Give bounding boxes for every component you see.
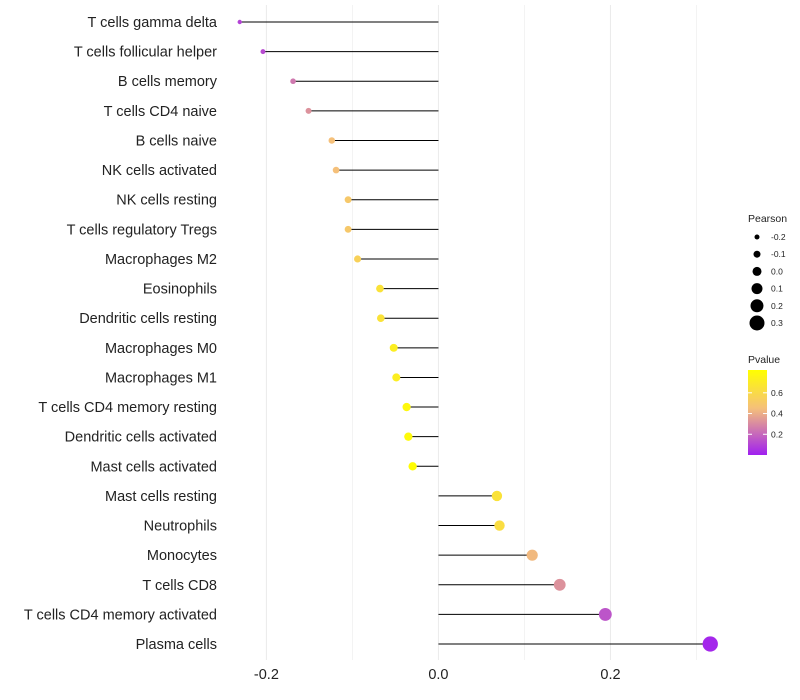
category-label: T cells regulatory Tregs xyxy=(67,222,217,238)
category-label: Macrophages M1 xyxy=(105,370,217,386)
lollipop-point xyxy=(392,373,401,382)
category-label: Macrophages M2 xyxy=(105,252,217,268)
size-legend-dot xyxy=(753,250,761,258)
pearson-legend-title: Pearson xyxy=(748,213,787,225)
lollipop-point xyxy=(526,549,538,561)
size-legend-label: 0.0 xyxy=(771,266,783,276)
size-legend-dot xyxy=(752,266,762,276)
lollipop-point xyxy=(404,432,413,441)
x-tick-label: 0.2 xyxy=(600,667,620,683)
lollipop-point xyxy=(491,490,503,502)
category-label: Mast cells activated xyxy=(90,459,217,475)
category-label: Neutrophils xyxy=(144,519,217,535)
lollipop-point xyxy=(354,255,362,263)
lollipop-point xyxy=(237,19,242,25)
category-label: T cells CD8 xyxy=(142,578,217,594)
size-legend-label: 0.2 xyxy=(771,301,783,311)
lollipop-point xyxy=(494,520,505,531)
gridlines xyxy=(265,5,697,660)
category-labels: T cells gamma delta T cells follicular he… xyxy=(24,15,218,653)
category-label: Monocytes xyxy=(147,548,217,564)
pvalue-colorbar xyxy=(748,370,767,455)
category-label: NK cells activated xyxy=(102,163,217,179)
category-label: Plasma cells xyxy=(136,637,217,653)
lollipop-point xyxy=(598,607,612,621)
pvalue-color-legend: Pvalue 0.6 0.4 0.2 xyxy=(748,354,783,455)
size-legend-dot xyxy=(750,299,764,313)
category-label: T cells gamma delta xyxy=(88,15,218,31)
category-label: Dendritic cells resting xyxy=(79,311,217,327)
points xyxy=(237,19,718,652)
category-label: Dendritic cells activated xyxy=(65,430,217,446)
lollipop-point xyxy=(702,636,718,652)
x-tick-label: 0.0 xyxy=(428,667,448,683)
category-label: NK cells resting xyxy=(116,193,217,209)
category-label: T cells CD4 naive xyxy=(104,104,217,120)
category-label: B cells naive xyxy=(136,133,217,149)
colorbar-tick-label: 0.6 xyxy=(771,388,783,398)
size-legend-label: -0.2 xyxy=(771,232,786,242)
lollipop-point xyxy=(402,402,411,412)
lollipop-point xyxy=(332,166,340,174)
category-label: T cells follicular helper xyxy=(74,45,217,61)
lollipop-point xyxy=(290,78,296,85)
category-label: T cells CD4 memory resting xyxy=(38,400,217,416)
size-legend-label: 0.1 xyxy=(771,284,783,294)
x-axis-ticks: -0.2 0.0 0.2 xyxy=(254,667,621,683)
pearson-size-legend: Pearson -0.2 -0.1 0.0 0.1 0.2 0.3 xyxy=(748,213,787,331)
lollipop-point xyxy=(389,343,398,352)
size-legend-label: -0.1 xyxy=(771,249,786,259)
lollipop-point xyxy=(260,49,266,55)
size-legend-label: 0.3 xyxy=(771,318,783,328)
category-label: Eosinophils xyxy=(143,282,217,298)
lollipop-point xyxy=(328,137,336,144)
size-legend-dot xyxy=(754,234,760,240)
size-legend-dot xyxy=(751,283,763,295)
category-label: T cells CD4 memory activated xyxy=(24,607,217,623)
lollipop-point xyxy=(408,462,417,471)
lollipop-point xyxy=(376,284,384,293)
category-label: B cells memory xyxy=(118,74,218,90)
stems xyxy=(239,21,711,645)
size-legend-dot xyxy=(749,315,765,331)
lollipop-point xyxy=(376,314,385,323)
x-tick-label: -0.2 xyxy=(254,667,279,683)
lollipop-point xyxy=(553,578,566,591)
category-label: Mast cells resting xyxy=(105,489,217,505)
colorbar-tick-label: 0.2 xyxy=(771,429,783,439)
lollipop-point xyxy=(344,196,352,204)
category-label: Macrophages M0 xyxy=(105,341,217,357)
pvalue-legend-title: Pvalue xyxy=(748,354,780,366)
colorbar-tick-label: 0.4 xyxy=(771,409,783,419)
lollipop-point xyxy=(305,107,312,114)
lollipop-point xyxy=(344,225,352,233)
